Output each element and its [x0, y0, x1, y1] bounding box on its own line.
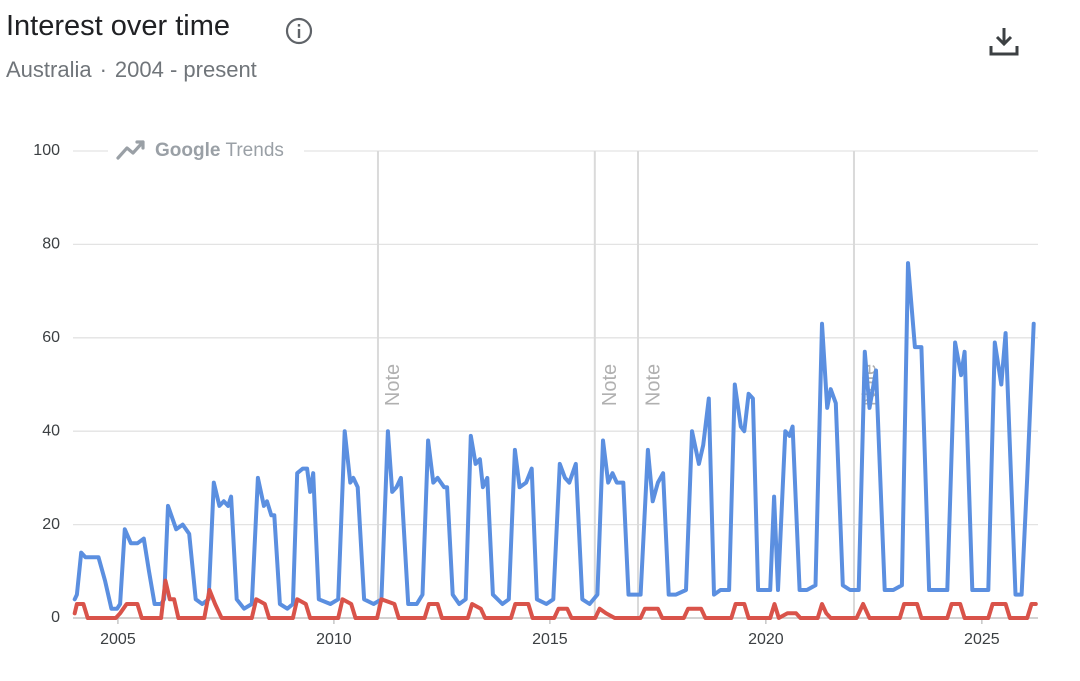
separator: · [99, 57, 107, 82]
x-tick-label: 2010 [316, 631, 352, 648]
watermark-word: Google [155, 140, 220, 161]
series-line [72, 578, 1038, 620]
title-text: Interest over time [6, 10, 231, 42]
region: Australia [6, 57, 92, 82]
note-label: Note [382, 364, 404, 406]
y-tick-label: 0 [51, 609, 60, 626]
x-tick-label: 2025 [964, 631, 1000, 648]
y-tick-label: 60 [42, 329, 60, 346]
info-icon[interactable] [283, 15, 315, 47]
period: 2004 - present [114, 57, 257, 82]
note-label: Note [599, 364, 621, 406]
watermark-icon [116, 140, 145, 160]
y-tick-label: 80 [42, 236, 60, 253]
subtitle: Australia · 2004 - present [6, 57, 257, 83]
y-tick-label: 100 [33, 142, 60, 159]
info-stem [297, 29, 301, 38]
series-line [72, 261, 1036, 611]
x-tick-label: 2015 [532, 631, 568, 648]
y-tick-label: 20 [42, 516, 60, 533]
x-tick-label: 2020 [748, 631, 784, 648]
note-label: Note [642, 364, 664, 406]
info-ring [285, 17, 313, 45]
y-tick-label: 40 [42, 422, 60, 439]
info-dot [297, 24, 301, 27]
download-glyph [989, 28, 1019, 56]
watermark-word: Trends [225, 140, 283, 161]
title: Interest over time [6, 10, 230, 43]
x-tick-label: 2005 [100, 631, 136, 648]
watermark: Google Trends [155, 140, 284, 161]
download-icon[interactable] [986, 24, 1022, 60]
